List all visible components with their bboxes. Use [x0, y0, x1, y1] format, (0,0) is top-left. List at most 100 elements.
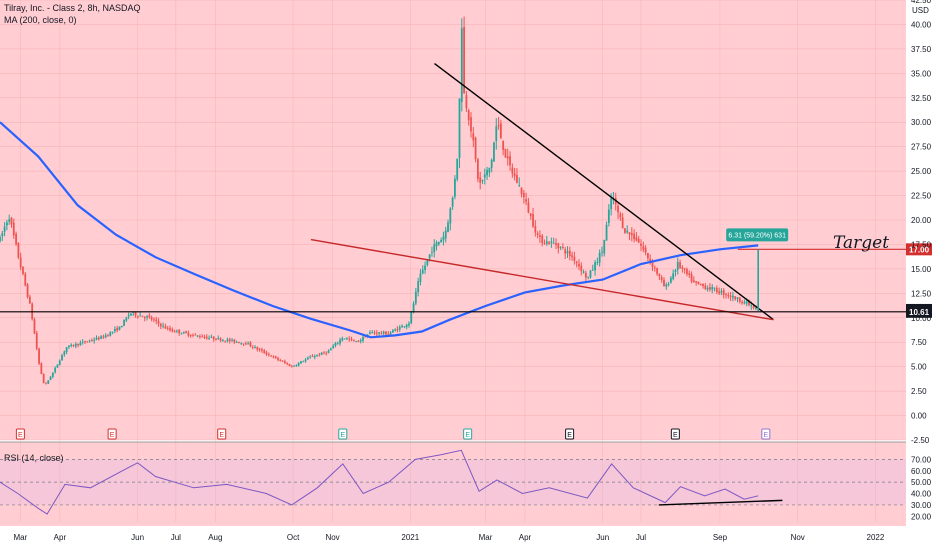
candle-body [343, 338, 346, 340]
candle-body [378, 332, 380, 334]
candle-body [171, 329, 174, 332]
candle-body [238, 341, 240, 344]
candle-body [185, 331, 188, 334]
time-tick-label: Jul [636, 533, 646, 542]
candle-body [244, 343, 247, 345]
candle-body [607, 209, 610, 223]
candle-body [587, 276, 590, 278]
candle-body [318, 354, 321, 356]
candle-body [127, 315, 130, 317]
candle-body [460, 28, 463, 102]
candle-body [617, 205, 619, 213]
time-tick-label: 2022 [867, 533, 885, 542]
candle-body [97, 337, 100, 340]
candle-body [566, 251, 569, 254]
candle-body [205, 336, 208, 339]
candle-body [688, 273, 691, 276]
candle-body [605, 224, 608, 241]
candle-body [38, 348, 40, 364]
candle-body [449, 208, 452, 224]
candle-body [192, 334, 194, 336]
candle-body [463, 27, 466, 94]
candle-body [380, 332, 383, 334]
candle-body [274, 356, 277, 358]
candle-body [601, 251, 603, 253]
candle-body [534, 225, 537, 233]
candle-body [472, 133, 475, 141]
candle-body [281, 360, 284, 362]
candle-body [130, 313, 132, 316]
candle-body [598, 252, 601, 263]
candle-body [752, 306, 755, 308]
candle-body [10, 217, 13, 225]
rsi-tick-label: 20.00 [911, 512, 932, 521]
candle-body [479, 177, 482, 183]
candle-body [467, 110, 470, 121]
candle-body [642, 246, 645, 250]
candle-body [635, 237, 638, 241]
candle-body [272, 356, 275, 358]
candle-body [70, 344, 73, 346]
candle-body [483, 174, 486, 178]
candle-body [93, 339, 96, 342]
candle-body [720, 291, 723, 293]
candle-body [166, 327, 169, 329]
candle-body [734, 296, 737, 300]
candle-body [431, 252, 433, 254]
candle-body [520, 187, 523, 194]
candle-body [91, 340, 93, 341]
candle-body [663, 279, 665, 287]
candle-body [718, 291, 721, 294]
earnings-marker-label: E [763, 432, 768, 439]
time-tick-label: Sep [713, 533, 728, 542]
rsi-tick-label: 50.00 [911, 478, 932, 487]
candle-body [518, 185, 521, 187]
candle-body [148, 315, 151, 317]
candle-body [293, 365, 295, 367]
candle-body [261, 349, 263, 351]
candle-body [88, 340, 91, 342]
candle-body [242, 343, 245, 345]
candle-body [474, 137, 477, 159]
earnings-marker [565, 428, 575, 440]
earnings-marker-label: E [673, 432, 678, 439]
candle-body [79, 342, 82, 346]
candle-body [578, 263, 580, 267]
candle-body [203, 337, 206, 338]
candle-body [428, 254, 431, 259]
earnings-marker [761, 428, 771, 440]
candle-body [35, 332, 38, 349]
candle-body [435, 242, 438, 247]
candle-body [575, 261, 578, 263]
price-badge-label: 10.61 [909, 308, 930, 317]
time-tick-label: Nov [791, 533, 805, 542]
candle-body [254, 347, 256, 348]
candle-body [61, 355, 63, 361]
candle-body [729, 295, 732, 297]
candle-body [525, 199, 528, 202]
candle-body [251, 346, 254, 348]
candle-body [580, 265, 583, 272]
candle-body [58, 360, 61, 365]
candle-body [74, 343, 77, 347]
candle-body [123, 319, 125, 326]
candle-body [573, 256, 576, 261]
candle-body [54, 367, 57, 373]
candle-body [300, 361, 302, 364]
candle-body [348, 338, 351, 340]
candle-body [559, 246, 562, 248]
rsi-trendline [658, 499, 783, 506]
candle-body [414, 291, 417, 304]
candle-body [532, 214, 534, 227]
candle-body [539, 235, 541, 237]
candle-body [704, 285, 707, 289]
candle-body [658, 273, 661, 277]
candle-body [364, 336, 367, 338]
candle-body [557, 243, 560, 249]
candle-body [633, 233, 636, 240]
candle-body [56, 364, 59, 368]
candle-body [28, 296, 31, 304]
candle-body [401, 325, 403, 328]
candle-body [153, 319, 155, 321]
time-tick-label: Jul [171, 533, 181, 542]
